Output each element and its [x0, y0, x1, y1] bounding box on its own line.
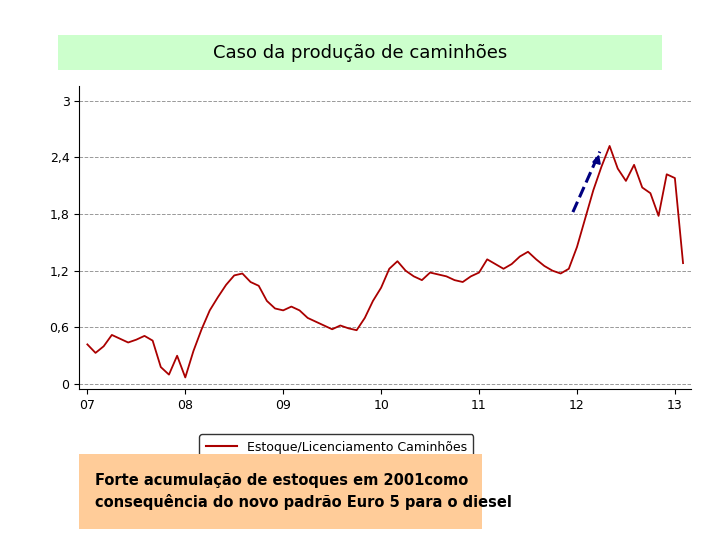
- Legend: Estoque/Licenciamento Caminhões: Estoque/Licenciamento Caminhões: [199, 434, 473, 460]
- Text: Forte acumulação de estoques em 2001como
consequência do novo padrão Euro 5 para: Forte acumulação de estoques em 2001como…: [95, 472, 512, 510]
- Text: Caso da produção de caminhões: Caso da produção de caminhões: [213, 44, 507, 62]
